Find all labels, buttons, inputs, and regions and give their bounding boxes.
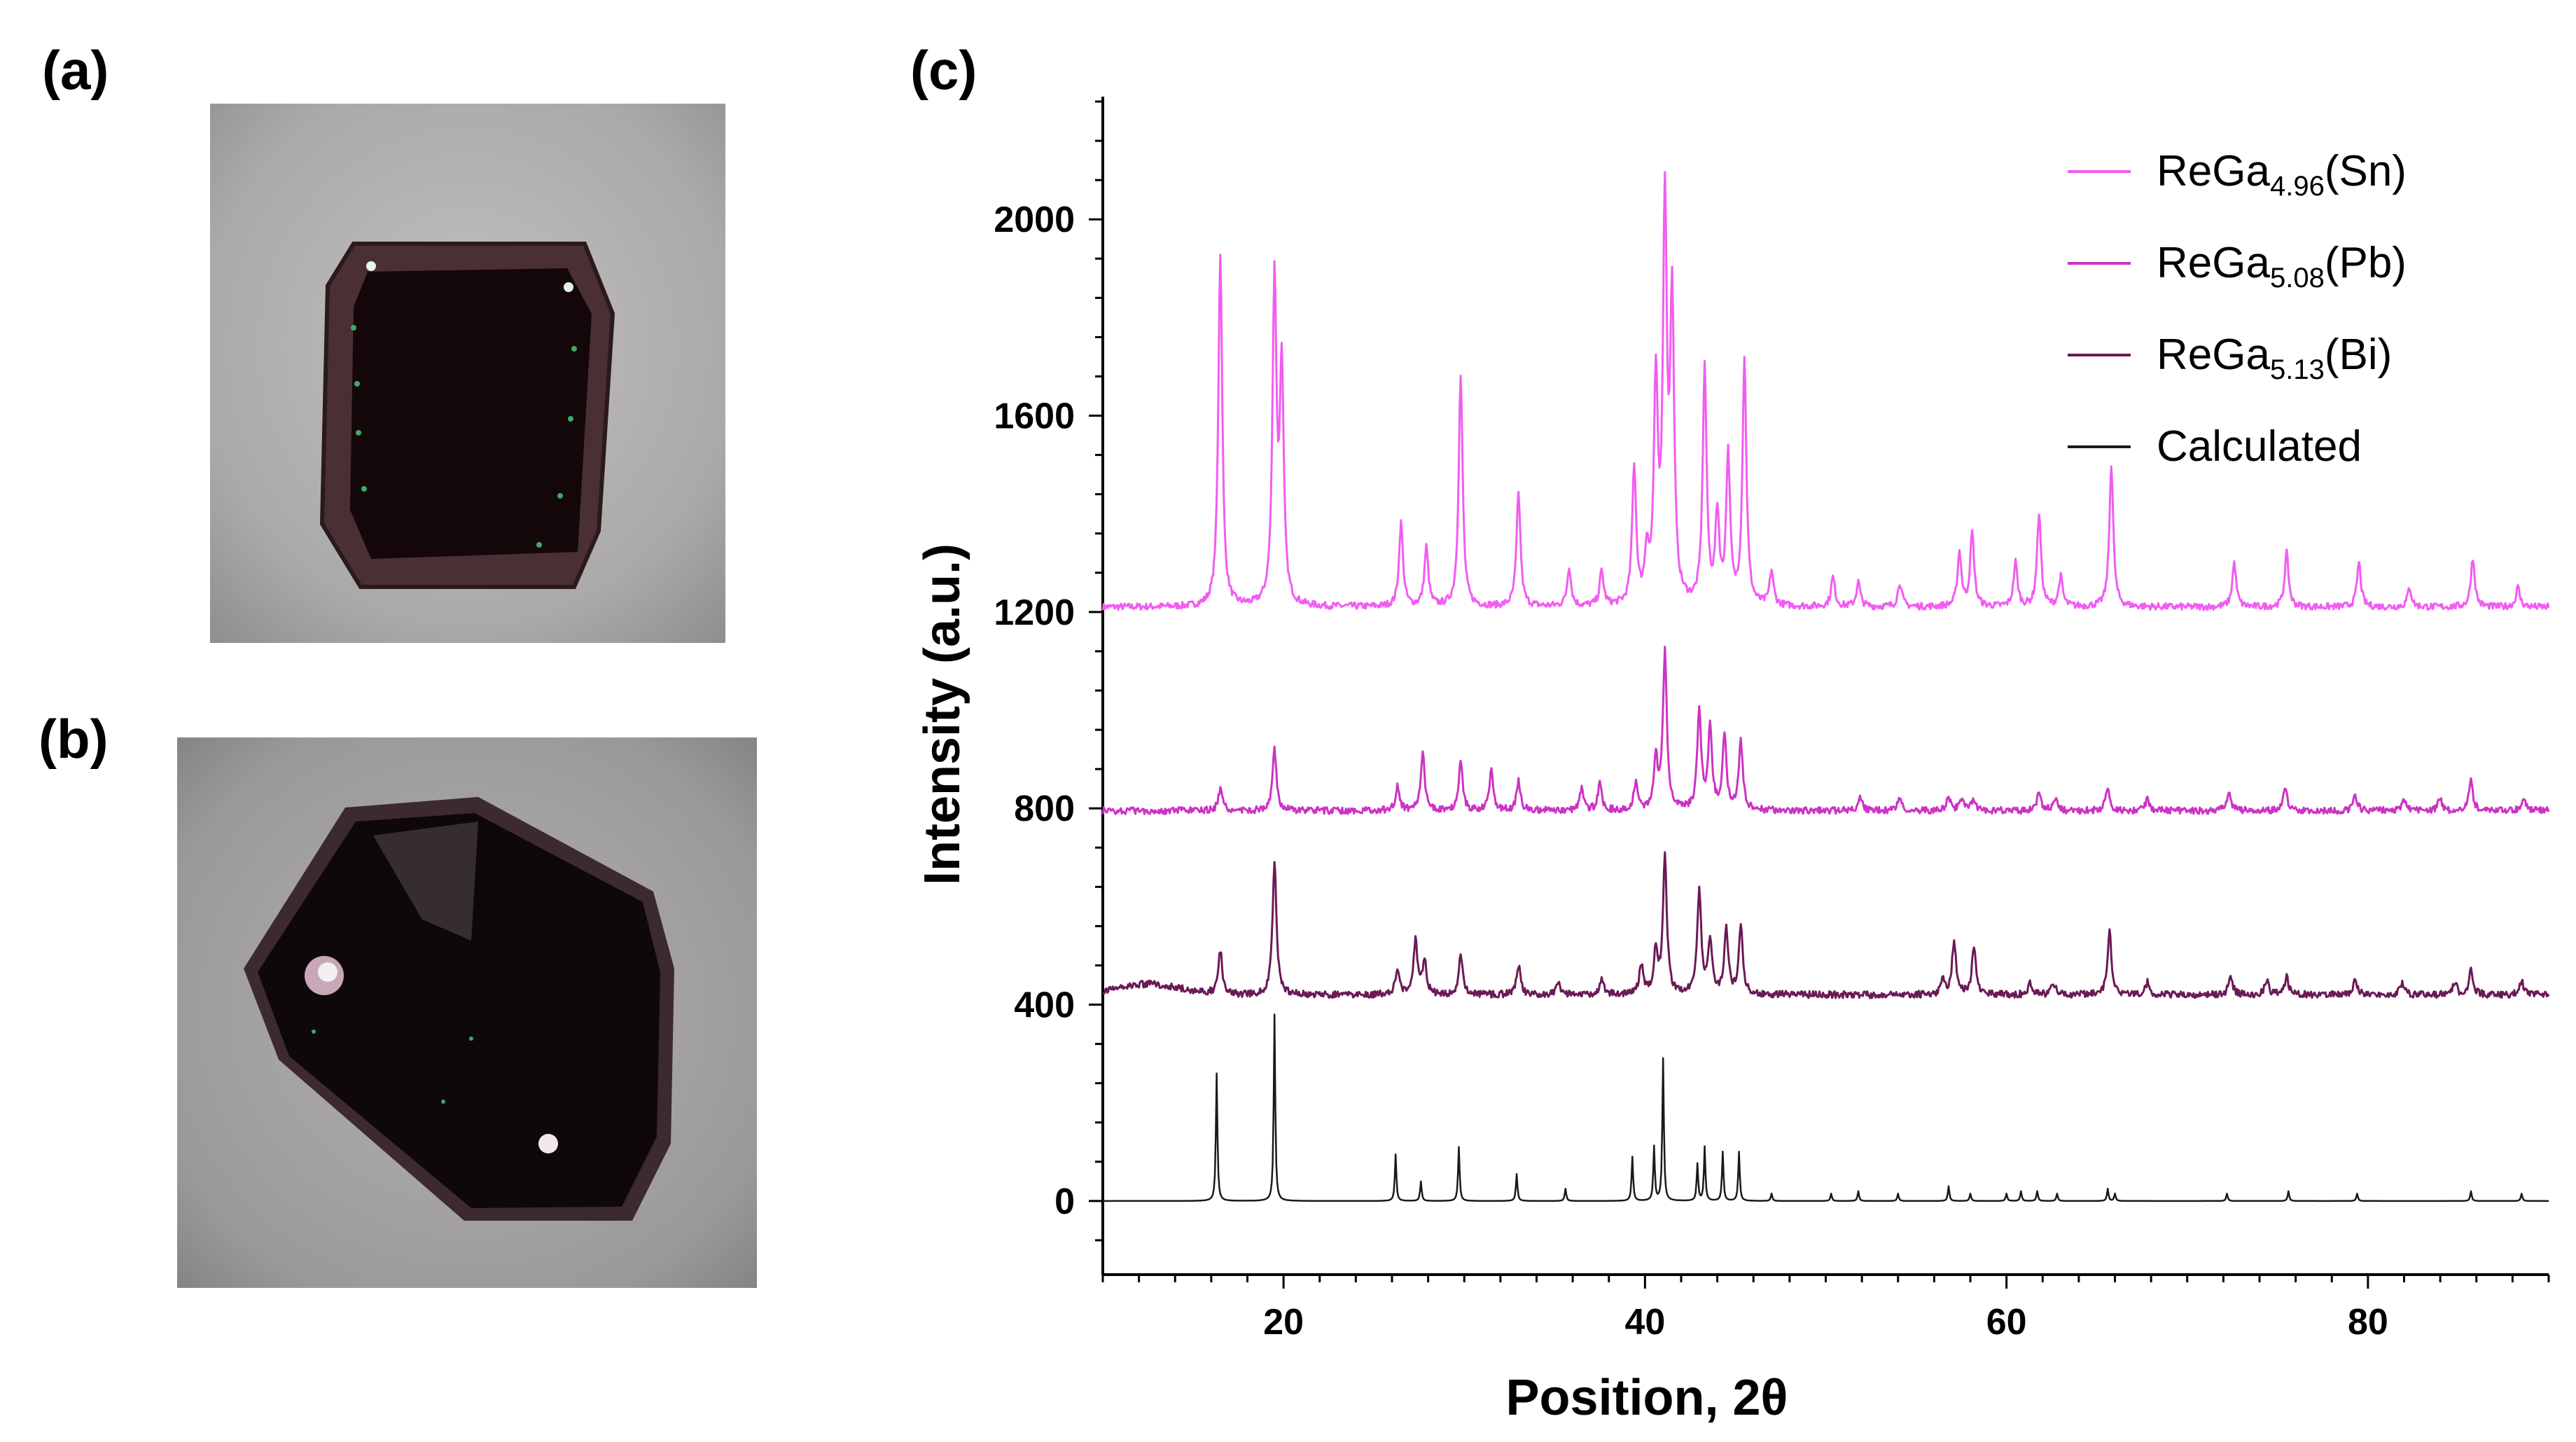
x-tick-label: 60 <box>1986 1302 2027 1343</box>
y-tick-label: 1200 <box>994 592 1075 633</box>
panel-label-c: (c) <box>910 39 977 101</box>
legend-label: Calculated <box>2157 422 2362 471</box>
x-tick-label: 80 <box>2348 1302 2388 1343</box>
legend-label: ReGa4.96(Sn) <box>2157 147 2407 202</box>
y-tick-label: 1600 <box>994 396 1075 437</box>
x-axis-label: Position, 2θ <box>1506 1370 1788 1426</box>
y-axis-label: Intensity (a.u.) <box>914 543 970 885</box>
legend-label: ReGa5.08(Pb) <box>2157 239 2407 293</box>
series-line-0 <box>1101 171 2550 611</box>
series-line-3 <box>1103 1013 2549 1202</box>
crystal-photo-a <box>210 104 725 643</box>
series-line-2 <box>1102 851 2550 999</box>
y-tick-label: 2000 <box>994 200 1075 240</box>
panel-label-b: (b) <box>39 708 109 770</box>
x-tick-label: 20 <box>1263 1302 1304 1343</box>
series-line-1 <box>1101 646 2550 815</box>
crystal-photo-b <box>177 737 757 1288</box>
legend-label: ReGa5.13(Bi) <box>2157 331 2392 385</box>
y-tick-label: 400 <box>1014 985 1075 1026</box>
y-tick-label: 0 <box>1054 1181 1075 1222</box>
y-tick-label: 800 <box>1014 789 1075 829</box>
panel-label-a: (a) <box>42 39 109 101</box>
x-tick-label: 40 <box>1624 1302 1665 1343</box>
